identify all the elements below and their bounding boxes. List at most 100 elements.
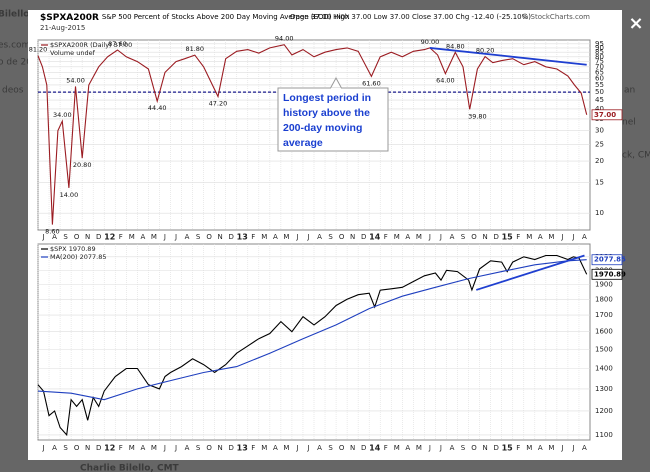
- y-tick-label: 1200: [595, 407, 613, 415]
- chart-header: $SPXA200R S&P 500 Percent of Stocks Abov…: [40, 13, 350, 23]
- x-tick-label: J: [306, 233, 309, 241]
- background-text: Charlie Bilello, CMT: [80, 464, 180, 472]
- x-tick-label: S: [63, 444, 68, 452]
- x-tick-label: O: [471, 444, 477, 452]
- x-tick-label: A: [52, 444, 57, 452]
- charts: 101520253035404550556065707580859095JASO…: [29, 35, 626, 453]
- x-tick-label: M: [129, 444, 135, 452]
- x-tick-label: F: [251, 444, 255, 452]
- trendline: [476, 254, 585, 291]
- trendline: [429, 47, 587, 66]
- close-button[interactable]: ×: [628, 13, 643, 34]
- x-tick-label: A: [273, 233, 278, 241]
- x-tick-label: N: [482, 444, 487, 452]
- x-tick-label: A: [582, 233, 587, 241]
- x-tick-label: 14: [369, 444, 381, 453]
- x-tick-label: J: [428, 233, 431, 241]
- annotation: 87.60: [108, 40, 127, 48]
- x-tick-label: 12: [104, 444, 115, 453]
- annotation: 47.20: [209, 99, 228, 107]
- background-text: ck, CM: [622, 151, 650, 161]
- y-tick-label: 80: [595, 53, 604, 61]
- x-tick-label: M: [283, 444, 289, 452]
- end-label: 37.00: [594, 111, 616, 119]
- annotation: 20.80: [73, 161, 92, 169]
- annotation: 90.00: [421, 38, 440, 46]
- x-tick-label: D: [228, 233, 233, 241]
- x-tick-label: O: [206, 444, 212, 452]
- x-tick-label: M: [261, 233, 267, 241]
- series-line: [37, 44, 588, 225]
- annotation: 14.00: [60, 191, 79, 199]
- x-tick-label: D: [493, 233, 498, 241]
- y-tick-label: 25: [595, 140, 604, 148]
- x-tick-label: J: [571, 444, 574, 452]
- y-tick-label: 1400: [595, 365, 613, 373]
- x-tick-label: O: [339, 444, 345, 452]
- background-text: deos: [2, 86, 24, 96]
- x-tick-label: F: [119, 444, 123, 452]
- x-tick-label: N: [350, 444, 355, 452]
- x-tick-label: J: [428, 444, 431, 452]
- legend-label: $SPX 1970.89: [50, 245, 96, 253]
- x-tick-label: M: [526, 444, 532, 452]
- y-tick-label: 1100: [595, 431, 613, 439]
- x-tick-label: M: [394, 444, 400, 452]
- callout-line: average: [283, 137, 323, 149]
- x-tick-label: D: [493, 444, 498, 452]
- x-tick-label: S: [328, 233, 333, 241]
- annotation: 54.00: [66, 76, 85, 84]
- x-tick-label: M: [151, 233, 157, 241]
- y-tick-label: 95: [595, 40, 604, 48]
- callout: Longest period in history above the 200-…: [277, 76, 389, 152]
- x-tick-label: J: [41, 444, 44, 452]
- x-tick-label: N: [218, 233, 223, 241]
- series-line: [37, 254, 588, 437]
- y-tick-label: 15: [595, 179, 604, 187]
- x-tick-label: F: [516, 444, 520, 452]
- x-tick-label: O: [339, 233, 345, 241]
- x-tick-label: M: [548, 444, 554, 452]
- y-tick-label: 50: [595, 88, 604, 96]
- x-tick-label: M: [416, 233, 422, 241]
- x-tick-label: J: [571, 233, 574, 241]
- x-tick-label: M: [548, 233, 554, 241]
- y-tick-label: 40: [595, 105, 604, 113]
- legend-label: MA(200) 2077.85: [50, 253, 106, 261]
- x-tick-label: F: [119, 233, 123, 241]
- y-tick-label: 90: [595, 44, 604, 52]
- callout-line: Longest period in: [283, 92, 371, 104]
- y-tick-label: 85: [595, 48, 604, 56]
- y-tick-label: 75: [595, 58, 604, 66]
- x-tick-label: 12: [104, 233, 115, 242]
- x-tick-label: 15: [502, 444, 514, 453]
- annotation: 80.20: [476, 47, 495, 55]
- x-tick-label: 14: [369, 233, 381, 242]
- x-tick-label: N: [85, 233, 90, 241]
- background-text: es.com: [0, 41, 30, 51]
- exchange: INDX: [335, 14, 350, 21]
- x-tick-label: A: [405, 233, 410, 241]
- annotation: 61.60: [362, 79, 381, 87]
- x-tick-label: A: [273, 444, 278, 452]
- symbol: $SPXA200R: [40, 13, 99, 23]
- x-tick-label: S: [328, 444, 333, 452]
- x-tick-label: A: [538, 444, 543, 452]
- end-label-box: [591, 254, 623, 266]
- annotation: 81.20: [29, 46, 48, 54]
- x-tick-label: A: [140, 233, 145, 241]
- x-tick-label: N: [218, 444, 223, 452]
- x-tick-label: F: [384, 233, 388, 241]
- x-tick-label: D: [228, 444, 233, 452]
- quote: Open 37.00 High 37.00 Low 37.00 Close 37…: [290, 13, 531, 21]
- annotation: 64.00: [436, 77, 455, 85]
- x-tick-label: S: [196, 233, 201, 241]
- x-tick-label: J: [560, 444, 563, 452]
- x-tick-label: A: [538, 233, 543, 241]
- y-tick-label: 70: [595, 63, 604, 71]
- y-tick-label: 1700: [595, 311, 613, 319]
- x-tick-label: M: [151, 444, 157, 452]
- x-tick-label: N: [482, 233, 487, 241]
- x-tick-label: J: [306, 444, 309, 452]
